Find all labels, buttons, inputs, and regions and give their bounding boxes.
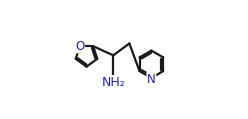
Text: O: O bbox=[75, 40, 85, 53]
Text: N: N bbox=[147, 73, 156, 86]
Text: NH₂: NH₂ bbox=[101, 76, 125, 89]
